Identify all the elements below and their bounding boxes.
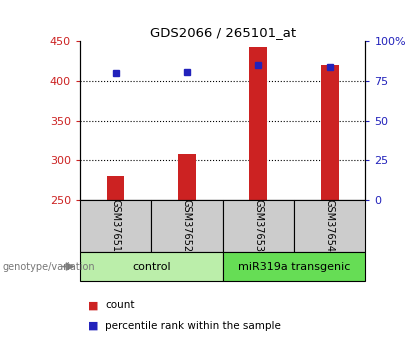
Title: GDS2066 / 265101_at: GDS2066 / 265101_at <box>150 26 296 39</box>
Bar <box>249 47 267 200</box>
Bar <box>80 200 151 252</box>
Bar <box>223 200 294 252</box>
Text: ■: ■ <box>88 300 99 310</box>
Bar <box>223 252 365 281</box>
Text: miR319a transgenic: miR319a transgenic <box>238 262 350 272</box>
Text: GSM37652: GSM37652 <box>182 199 192 253</box>
Bar <box>321 65 339 200</box>
Text: count: count <box>105 300 134 310</box>
Text: genotype/variation: genotype/variation <box>2 262 95 272</box>
Text: GSM37654: GSM37654 <box>325 199 335 253</box>
Bar <box>178 154 196 200</box>
Text: GSM37653: GSM37653 <box>253 199 263 253</box>
Text: ■: ■ <box>88 321 99 331</box>
Text: percentile rank within the sample: percentile rank within the sample <box>105 321 281 331</box>
Bar <box>80 252 223 281</box>
Bar <box>294 200 365 252</box>
Bar <box>107 176 124 200</box>
Text: control: control <box>132 262 171 272</box>
Bar <box>151 200 223 252</box>
Text: GSM37651: GSM37651 <box>110 199 121 253</box>
